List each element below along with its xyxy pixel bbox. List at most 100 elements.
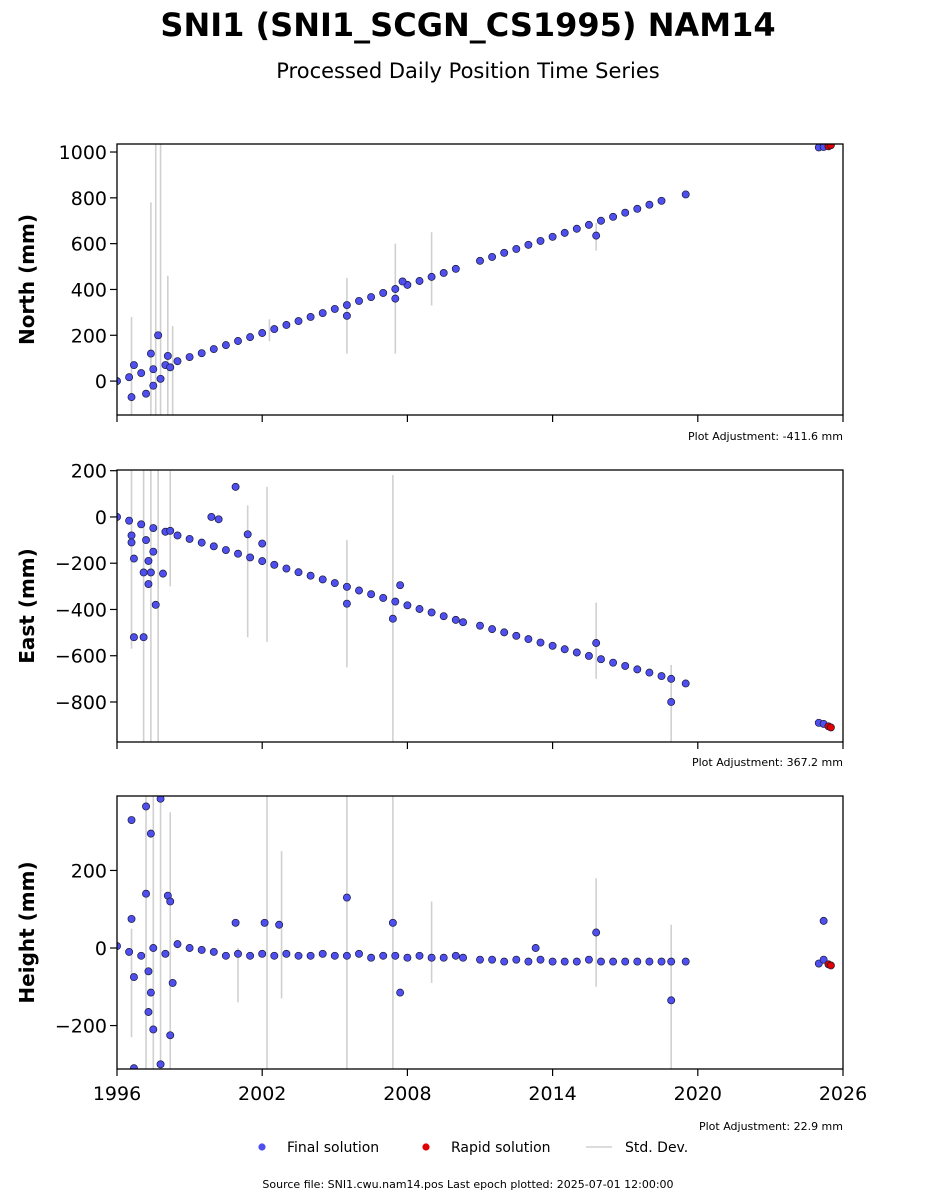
point — [584, 220, 593, 229]
point — [246, 333, 255, 342]
point — [355, 949, 363, 958]
point — [129, 554, 138, 563]
point — [396, 581, 405, 590]
point — [427, 272, 436, 281]
point — [488, 625, 497, 634]
point — [137, 369, 146, 378]
point — [415, 277, 424, 285]
point — [451, 264, 460, 273]
x-tick-label: 2026 — [819, 1083, 867, 1105]
point — [166, 526, 175, 535]
point — [185, 944, 194, 952]
point — [512, 955, 521, 964]
point — [159, 569, 167, 578]
point — [127, 531, 136, 540]
point — [342, 951, 351, 960]
point — [667, 996, 676, 1005]
point — [246, 553, 255, 562]
point — [294, 951, 303, 960]
point — [536, 236, 545, 245]
point — [379, 593, 388, 602]
point — [439, 612, 448, 621]
point — [137, 520, 146, 529]
point — [396, 988, 405, 997]
point — [500, 628, 509, 637]
y-tick-label: 0 — [95, 507, 107, 529]
point — [129, 361, 138, 370]
point — [197, 538, 206, 547]
panel: −200 0 200 1996 2002 2008 2014 2020 2026 Height (… — [15, 795, 867, 1133]
point — [243, 530, 252, 539]
point — [621, 208, 630, 217]
point — [548, 957, 557, 966]
point — [246, 951, 255, 960]
point — [185, 534, 194, 543]
axes-frame — [116, 143, 844, 416]
y-tick-label: −200 — [55, 1016, 107, 1038]
point — [161, 949, 170, 958]
point — [129, 633, 138, 642]
point — [451, 951, 460, 960]
point — [142, 536, 150, 545]
y-tick-label: −600 — [55, 646, 107, 668]
point — [524, 957, 533, 966]
point — [398, 277, 407, 286]
point — [819, 955, 828, 964]
point — [146, 829, 155, 838]
point — [388, 614, 397, 623]
point — [439, 953, 448, 962]
point — [391, 597, 400, 606]
point — [306, 571, 315, 580]
point — [151, 600, 160, 609]
point — [129, 1064, 138, 1069]
point — [536, 638, 545, 647]
point — [609, 212, 618, 221]
point — [318, 575, 327, 584]
y-tick-label: 1000 — [59, 142, 107, 164]
point — [166, 363, 175, 372]
point — [306, 313, 315, 321]
point — [318, 309, 327, 318]
point — [584, 955, 593, 964]
point — [391, 951, 400, 960]
x-tick-label: 2014 — [528, 1083, 576, 1105]
point — [258, 539, 267, 548]
point — [306, 951, 315, 960]
point — [209, 542, 218, 551]
point — [415, 605, 424, 613]
plot-adjustment: Plot Adjustment: 22.9 mm — [699, 1120, 843, 1133]
x-tick-label: 2020 — [674, 1083, 722, 1105]
point — [144, 1008, 153, 1016]
point — [342, 311, 351, 320]
y-tick-label: 200 — [71, 860, 107, 882]
point — [560, 228, 569, 237]
point — [166, 897, 175, 906]
point — [146, 988, 155, 997]
legend-marker — [422, 1143, 430, 1151]
point — [524, 240, 533, 249]
point — [294, 568, 303, 577]
point — [621, 957, 630, 966]
point — [633, 204, 642, 213]
point — [548, 232, 557, 241]
point — [234, 549, 242, 558]
point — [531, 944, 540, 952]
point — [342, 893, 351, 902]
point — [294, 317, 303, 326]
point — [142, 889, 150, 898]
point — [166, 1031, 175, 1040]
point — [548, 641, 557, 650]
point — [197, 946, 206, 954]
point — [667, 674, 676, 683]
point — [367, 590, 376, 599]
point — [645, 957, 654, 966]
point — [156, 374, 165, 383]
plot-area — [117, 470, 835, 742]
point — [173, 357, 182, 366]
point — [597, 655, 605, 664]
point — [125, 516, 134, 525]
point — [415, 951, 424, 960]
point — [142, 802, 150, 811]
point — [282, 949, 291, 958]
x-tick-label: 2002 — [238, 1083, 286, 1105]
